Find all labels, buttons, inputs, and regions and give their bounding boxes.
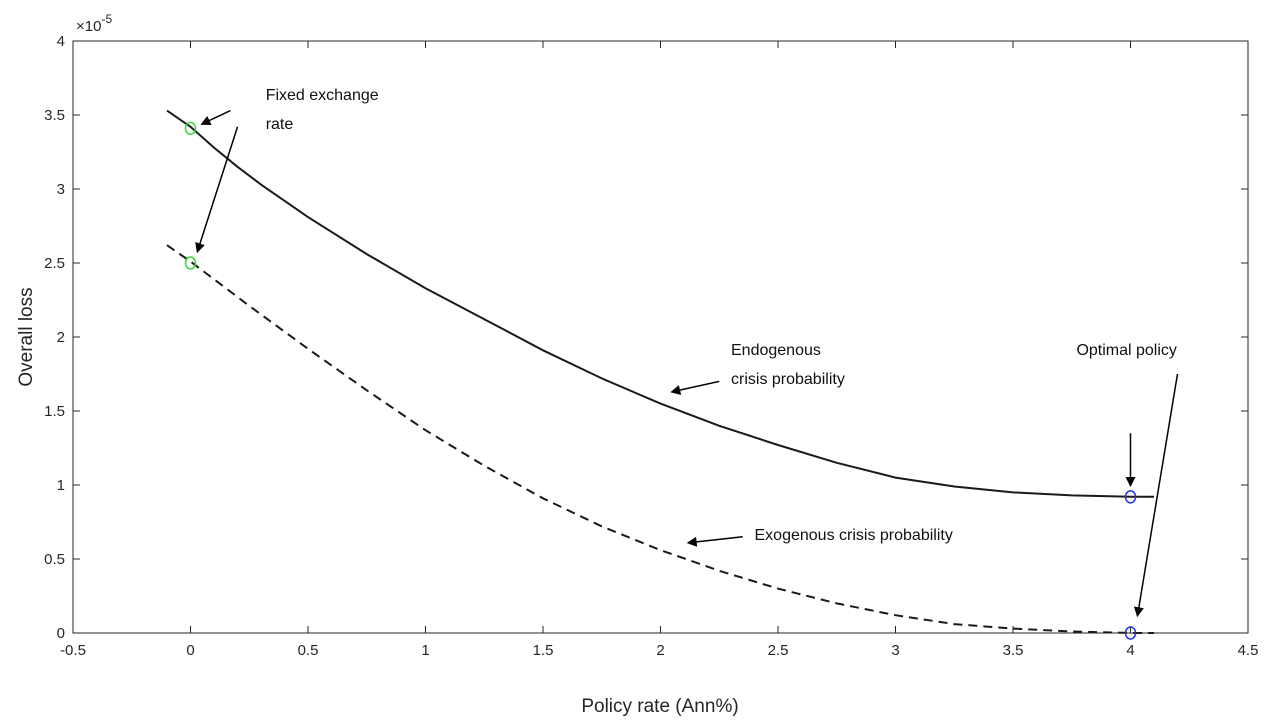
point-marker [1124, 626, 1137, 640]
x-tick-label: 3.5 [1003, 642, 1024, 659]
x-tick-label: 4 [1126, 642, 1134, 659]
point-marker [1124, 490, 1137, 504]
x-tick-label: 1 [421, 642, 429, 659]
annotation-label: Optimal policy [1076, 342, 1176, 359]
annotation-arrow [200, 109, 231, 125]
y-axis-label: Overall loss [16, 287, 37, 386]
x-tick-label: 3 [891, 642, 899, 659]
annotation-label: Endogenous [731, 342, 821, 359]
marker-layer [184, 121, 1137, 640]
annotation-layer: Fixed exchange rate Endogenous crisis proba… [195, 87, 1179, 618]
annotation-label: Fixed exchange [266, 87, 379, 104]
y-tick-label: 2.5 [44, 255, 65, 272]
series-layer [166, 109, 1154, 634]
annotation-arrow [195, 126, 239, 254]
x-tick-label: 2.5 [768, 642, 789, 659]
y-tick-label: 3.5 [44, 107, 65, 124]
x-tick-label: 2 [656, 642, 664, 659]
x-tick-label: 0.5 [298, 642, 319, 659]
annotation-arrow [686, 536, 743, 547]
y-tick-label: 3 [57, 181, 65, 198]
annotation-label: crisis probability [731, 371, 845, 388]
annotation-arrow [670, 380, 720, 395]
y-tick-label: 0 [57, 625, 65, 642]
series-line-endogenous [166, 109, 1154, 498]
point-marker [184, 121, 197, 136]
y-tick-label: 1.5 [44, 403, 65, 420]
y-axis-ticks: 0 0.5 1 1.5 2 2.5 3 3.5 4 [44, 33, 1248, 642]
annotation-label: Exogenous crisis probability [755, 527, 953, 544]
x-axis-ticks: -0.5 0 0.5 1 1.5 2 2.5 3 3.5 4 4.5 [60, 41, 1258, 659]
annotation-arrow [1133, 373, 1179, 618]
y-tick-label: 0.5 [44, 551, 65, 568]
y-tick-label: 4 [57, 33, 65, 50]
x-tick-label: 1.5 [533, 642, 554, 659]
x-tick-label: -0.5 [60, 642, 86, 659]
x-tick-label: 4.5 [1238, 642, 1259, 659]
y-exponent-label: ×10-5 [76, 12, 112, 35]
annotation-label: rate [266, 116, 294, 133]
y-tick-label: 1 [57, 477, 65, 494]
y-tick-label: 2 [57, 329, 65, 346]
x-tick-label: 0 [186, 642, 194, 659]
x-axis-label: Policy rate (Ann%) [581, 696, 738, 717]
plot-area-frame [72, 40, 1249, 634]
point-marker [184, 256, 197, 270]
